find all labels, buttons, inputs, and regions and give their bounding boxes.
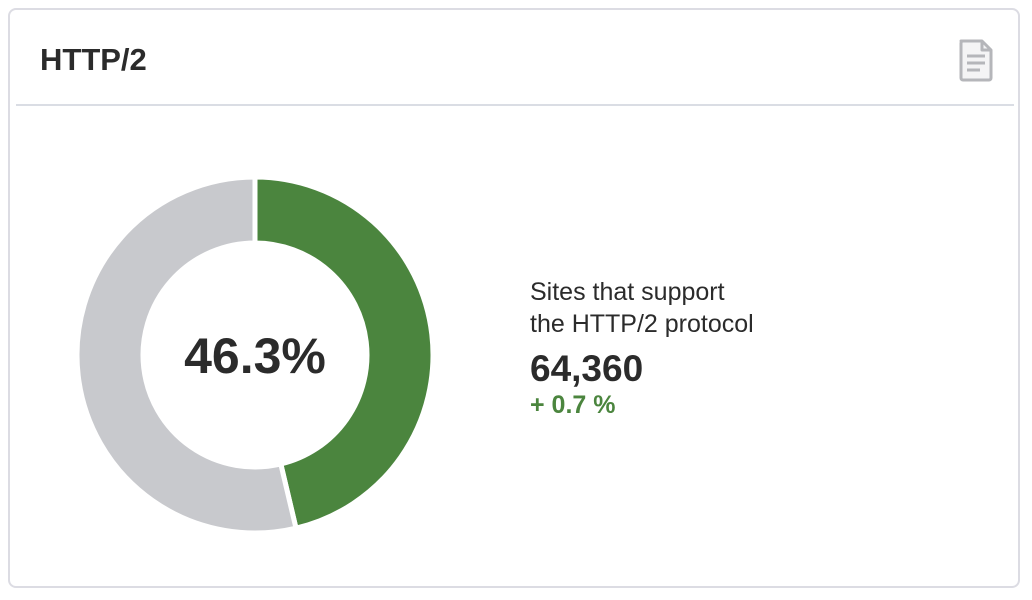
description-line-2: the HTTP/2 protocol [530,310,754,338]
donut-svg: 46.3% [74,174,436,536]
center-percentage: 46.3% [184,328,326,384]
card-title: HTTP/2 [40,42,147,77]
description-line-1: Sites that support [530,278,725,306]
change-percentage: + 0.7 % [530,391,616,419]
site-count: 64,360 [530,348,644,389]
donut-slices [74,174,436,536]
http2-card: HTTP/2 46.3% Sites that support the HTTP… [8,8,1020,588]
stats-description: Sites that support the HTTP/2 protocol [530,276,950,340]
stats-panel: Sites that support the HTTP/2 protocol 6… [530,276,950,418]
card-header: HTTP/2 [16,10,1014,106]
donut-slice-0[interactable] [252,174,436,532]
document-icon[interactable] [956,38,996,82]
donut-slice-1[interactable] [74,174,300,536]
donut-chart: 46.3% [70,170,440,540]
